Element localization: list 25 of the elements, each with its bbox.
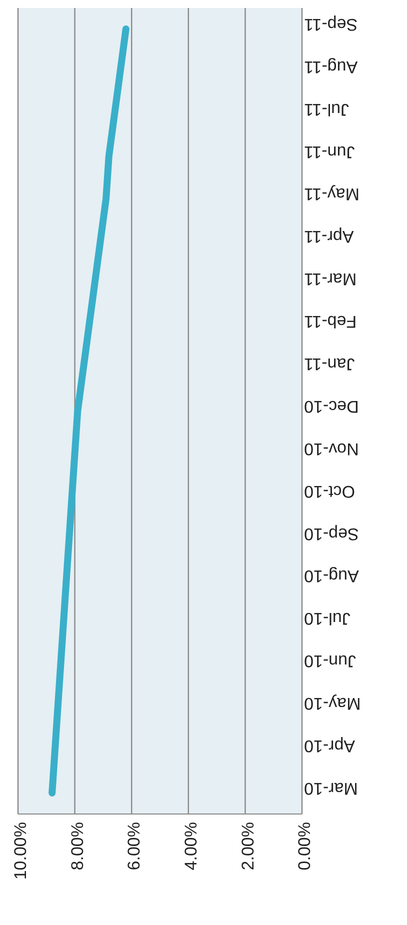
x-tick-label: 10.00% <box>11 822 30 880</box>
x-tick-label: 2.00% <box>238 822 258 870</box>
y-tick-label: Nov-10 <box>304 439 359 458</box>
y-tick-label: Jun-10 <box>304 652 356 671</box>
y-tick-label: Dec-10 <box>304 396 359 416</box>
y-tick-label: Aug-10 <box>304 566 359 586</box>
x-tick-label: 0.00% <box>295 822 314 870</box>
y-tick-label: Mar-11 <box>304 270 357 289</box>
y-tick-label: Jul-10 <box>304 609 350 628</box>
y-tick-label: Apr-10 <box>304 736 356 756</box>
y-tick-label: Sep-10 <box>304 524 359 544</box>
y-tick-label: Oct-10 <box>304 482 356 501</box>
y-tick-label: Jul-11 <box>304 100 350 119</box>
x-tick-label: 8.00% <box>68 822 87 870</box>
y-tick-label: Apr-11 <box>304 227 354 246</box>
y-tick-label: Aug-11 <box>304 57 358 76</box>
y-tick-label: May-10 <box>304 694 361 714</box>
y-tick-label: Mar-10 <box>304 778 358 798</box>
y-tick-label: Feb-11 <box>304 312 357 332</box>
x-tick-label: 6.00% <box>124 822 144 870</box>
y-tick-label: May-11 <box>304 184 360 204</box>
y-tick-label: Jan-11 <box>304 354 355 374</box>
y-tick-label: Jun-11 <box>304 142 355 162</box>
x-tick-label: 4.00% <box>181 822 200 870</box>
y-tick-label: Sep-11 <box>304 14 358 34</box>
